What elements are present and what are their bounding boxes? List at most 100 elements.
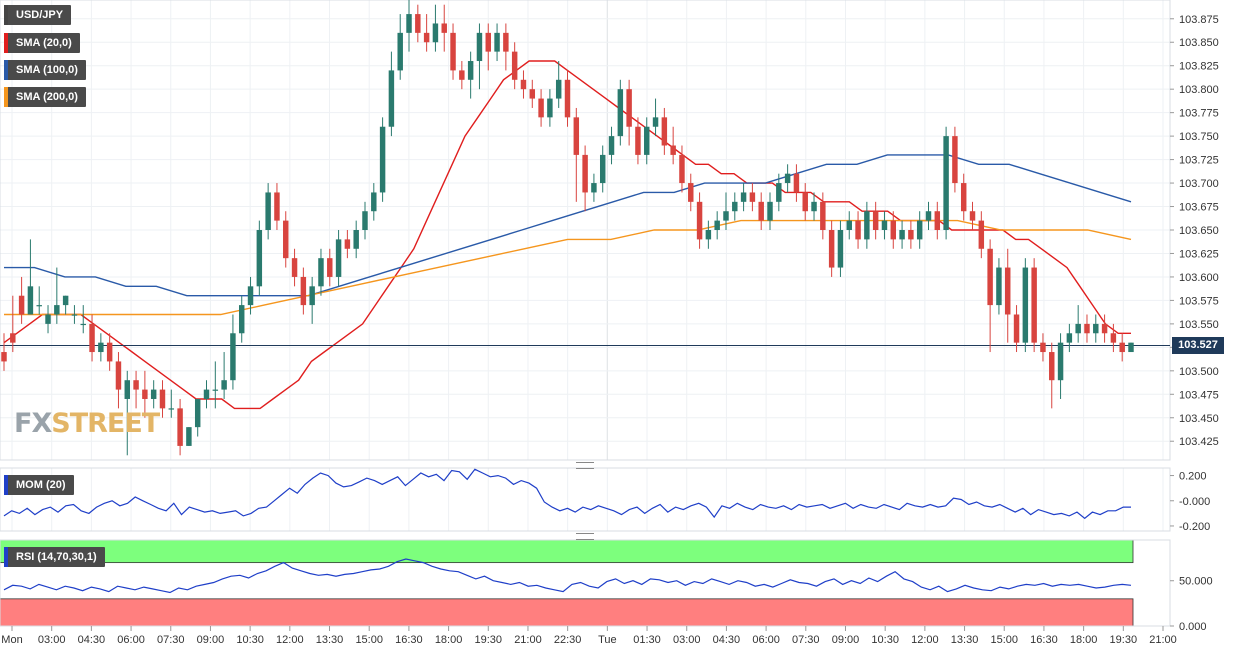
candle xyxy=(564,70,571,127)
candle-body xyxy=(890,220,897,240)
y-tick-label: 103.550 xyxy=(1179,319,1219,331)
y-tick-label: 103.450 xyxy=(1179,413,1219,425)
candle-body xyxy=(908,230,914,240)
candle-body xyxy=(309,286,315,306)
candle xyxy=(45,305,51,334)
candle-body xyxy=(987,248,993,306)
candle xyxy=(230,314,236,390)
candle xyxy=(1128,342,1134,353)
x-tick-label: 18:00 xyxy=(1070,634,1098,646)
legend-sma20[interactable]: SMA (20,0) xyxy=(4,33,80,53)
y-tick-label: 103.475 xyxy=(1179,389,1219,401)
y-tick-label: 103.650 xyxy=(1179,225,1219,237)
candle-body xyxy=(670,145,676,155)
candle xyxy=(608,126,615,165)
candle-body xyxy=(1119,342,1125,353)
legend-rsi-text: RSI (14,70,30,1) xyxy=(16,551,97,563)
symbol-label[interactable]: USD/JPY xyxy=(4,5,72,25)
candle xyxy=(802,183,808,221)
candle xyxy=(705,220,712,249)
candle-body xyxy=(203,389,210,399)
grid-lines xyxy=(0,0,1170,531)
candle-body xyxy=(177,408,183,446)
candles xyxy=(1,0,1134,456)
candle xyxy=(916,211,923,249)
candle xyxy=(1101,314,1108,343)
legend-momentum[interactable]: MOM (20) xyxy=(4,475,74,495)
candle xyxy=(291,248,298,287)
candle-body xyxy=(696,201,703,240)
candle xyxy=(820,192,826,240)
candle xyxy=(344,230,351,259)
panel-resize-handle-1[interactable] xyxy=(576,462,594,469)
candle xyxy=(318,248,324,296)
candle-body xyxy=(925,211,932,221)
candle xyxy=(415,4,421,43)
candle-body xyxy=(626,89,632,127)
candle xyxy=(908,220,914,249)
candle-body xyxy=(1093,323,1099,334)
candle xyxy=(494,23,500,62)
candle xyxy=(265,183,271,240)
candle-body xyxy=(846,220,852,230)
candle xyxy=(423,14,430,52)
candle-body xyxy=(300,276,307,306)
candle-body xyxy=(18,295,25,315)
candle xyxy=(124,370,130,456)
candle xyxy=(749,183,756,212)
x-tick-label: 22:30 xyxy=(554,634,582,646)
candle xyxy=(793,164,800,202)
candle xyxy=(617,79,624,146)
panel-resize-handle-2[interactable] xyxy=(576,533,594,540)
candle-body xyxy=(54,305,60,315)
x-tick-label: Tue xyxy=(598,634,617,646)
candle-body xyxy=(591,183,597,193)
y-tick-label: 103.575 xyxy=(1179,295,1219,307)
candle xyxy=(520,70,527,99)
candle xyxy=(406,0,412,52)
candle xyxy=(740,183,747,212)
candle-body xyxy=(221,380,227,390)
candle xyxy=(327,248,333,287)
candle-body xyxy=(476,32,483,62)
legend-sma100[interactable]: SMA (100,0) xyxy=(4,60,86,80)
candle xyxy=(238,295,245,343)
candle-body xyxy=(520,79,527,90)
legend-sma200[interactable]: SMA (200,0) xyxy=(4,87,86,107)
candle-body xyxy=(740,192,747,202)
candle xyxy=(934,201,941,240)
candle xyxy=(379,117,386,202)
candle-body xyxy=(732,201,738,212)
x-tick-label: 19:30 xyxy=(1110,634,1138,646)
candle xyxy=(969,201,976,230)
x-tick-label: 06:00 xyxy=(117,634,145,646)
legend-rsi[interactable]: RSI (14,70,30,1) xyxy=(4,547,105,567)
candle xyxy=(626,79,632,146)
candle-body xyxy=(564,79,571,118)
x-tick-label: Mon xyxy=(1,634,22,646)
rsi-bands xyxy=(0,539,1134,627)
candle xyxy=(872,201,879,240)
candle-body xyxy=(1084,323,1090,334)
candle xyxy=(159,380,166,418)
candle-body xyxy=(758,201,764,221)
candle xyxy=(1013,305,1020,353)
x-tick-label: 12:00 xyxy=(911,634,939,646)
candle xyxy=(828,220,835,277)
y-tick-label: 103.625 xyxy=(1179,248,1219,260)
candle-body xyxy=(106,342,113,362)
candle xyxy=(27,239,34,315)
candle xyxy=(362,201,368,240)
candle xyxy=(203,380,210,409)
candle-body xyxy=(1022,267,1029,343)
x-axis-ticks: Mon 03:00 04:30 06:00 07:30 09:00 10:30 12:00 13… xyxy=(1,626,1177,646)
x-tick-label: 13:30 xyxy=(951,634,979,646)
x-tick-label: 21:00 xyxy=(1149,634,1177,646)
candle-body xyxy=(194,398,201,428)
x-tick-label: 15:00 xyxy=(355,634,383,646)
candle xyxy=(221,352,227,399)
candle xyxy=(670,126,676,165)
momentum-line xyxy=(3,468,1131,520)
candle-body xyxy=(283,220,289,259)
candle xyxy=(573,107,580,202)
